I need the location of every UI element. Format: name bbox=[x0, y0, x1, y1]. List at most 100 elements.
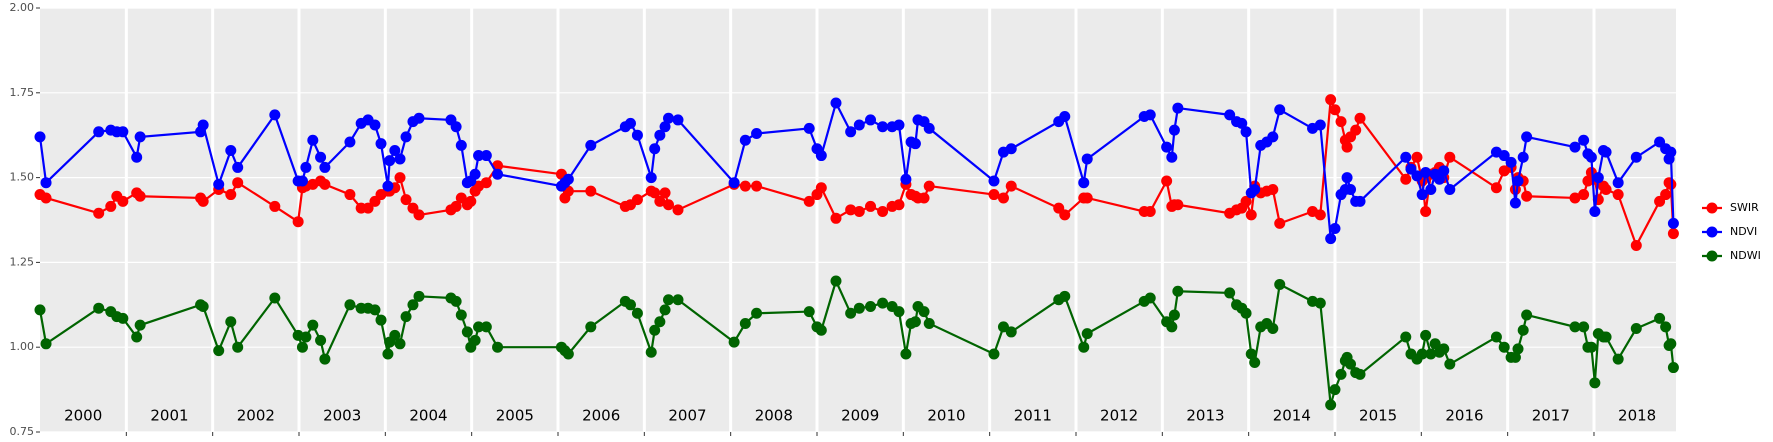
data-point bbox=[728, 336, 740, 348]
data-point bbox=[213, 345, 225, 357]
data-point bbox=[997, 321, 1009, 333]
data-point bbox=[1245, 209, 1257, 221]
y-tick-label: 1.50 bbox=[10, 171, 35, 184]
data-point bbox=[1274, 217, 1286, 229]
data-point bbox=[909, 316, 921, 328]
data-point bbox=[1667, 228, 1679, 240]
data-point bbox=[480, 321, 492, 333]
year-label: 2000 bbox=[64, 407, 102, 425]
data-point bbox=[672, 204, 684, 216]
data-point bbox=[631, 194, 643, 206]
data-point bbox=[631, 129, 643, 141]
data-point bbox=[225, 316, 237, 328]
data-point bbox=[853, 302, 865, 314]
data-point bbox=[1400, 331, 1412, 343]
data-point bbox=[492, 341, 504, 353]
data-point bbox=[450, 121, 462, 133]
data-point bbox=[1329, 222, 1341, 234]
legend-label: NDVI bbox=[1730, 225, 1757, 238]
data-point bbox=[1240, 126, 1252, 138]
data-point bbox=[394, 172, 406, 184]
data-point bbox=[319, 161, 331, 173]
data-point bbox=[1166, 321, 1178, 333]
data-point bbox=[34, 131, 46, 143]
data-point bbox=[469, 168, 481, 180]
data-point bbox=[751, 307, 763, 319]
data-point bbox=[988, 175, 1000, 187]
data-point bbox=[830, 275, 842, 287]
data-point bbox=[1512, 175, 1524, 187]
year-label: 2015 bbox=[1359, 407, 1397, 425]
data-point bbox=[663, 199, 675, 211]
data-point bbox=[307, 134, 319, 146]
data-point bbox=[1425, 183, 1437, 195]
data-point bbox=[1325, 399, 1337, 411]
data-point bbox=[296, 175, 308, 187]
data-point bbox=[751, 128, 763, 140]
year-label: 2010 bbox=[927, 407, 965, 425]
data-point bbox=[1400, 151, 1412, 163]
data-point bbox=[865, 300, 877, 312]
data-point bbox=[1592, 172, 1604, 184]
data-point bbox=[1420, 206, 1432, 218]
data-point bbox=[197, 195, 209, 207]
data-point bbox=[1498, 341, 1510, 353]
data-point bbox=[1569, 192, 1581, 204]
data-point bbox=[117, 195, 129, 207]
data-point bbox=[384, 155, 396, 167]
data-point bbox=[739, 317, 751, 329]
data-point bbox=[918, 306, 930, 318]
data-point bbox=[292, 216, 304, 228]
data-point bbox=[1224, 287, 1236, 299]
year-label: 2008 bbox=[755, 407, 793, 425]
data-point bbox=[1509, 197, 1521, 209]
data-point bbox=[232, 341, 244, 353]
data-point bbox=[649, 143, 661, 155]
data-point bbox=[877, 121, 889, 133]
data-point bbox=[1498, 150, 1510, 162]
data-point bbox=[480, 177, 492, 189]
data-point bbox=[1521, 131, 1533, 143]
data-point bbox=[1161, 175, 1173, 187]
data-point bbox=[1612, 177, 1624, 189]
data-point bbox=[319, 178, 331, 190]
data-point bbox=[1433, 173, 1445, 185]
data-point bbox=[645, 346, 657, 358]
data-point bbox=[1172, 199, 1184, 211]
data-point bbox=[830, 97, 842, 109]
year-label: 2003 bbox=[323, 407, 361, 425]
data-point bbox=[1172, 102, 1184, 114]
data-point bbox=[900, 348, 912, 360]
data-point bbox=[394, 338, 406, 350]
data-point bbox=[455, 139, 467, 151]
data-point bbox=[382, 180, 394, 192]
data-point bbox=[307, 319, 319, 331]
data-point bbox=[1600, 331, 1612, 343]
data-point bbox=[1274, 104, 1286, 116]
data-point bbox=[1345, 183, 1357, 195]
data-point bbox=[1521, 190, 1533, 202]
data-point bbox=[407, 299, 419, 311]
year-label: 2018 bbox=[1618, 407, 1656, 425]
data-point bbox=[473, 150, 485, 162]
data-point bbox=[1345, 358, 1357, 370]
year-label: 2012 bbox=[1100, 407, 1138, 425]
data-point bbox=[93, 302, 105, 314]
data-point bbox=[269, 200, 281, 212]
data-point bbox=[1589, 206, 1601, 218]
data-point bbox=[923, 180, 935, 192]
data-point bbox=[1444, 151, 1456, 163]
data-point bbox=[1444, 358, 1456, 370]
data-point bbox=[131, 151, 143, 163]
data-point bbox=[815, 150, 827, 162]
data-point bbox=[1612, 353, 1624, 365]
data-point bbox=[1665, 338, 1677, 350]
data-point bbox=[319, 353, 331, 365]
data-point bbox=[197, 119, 209, 131]
data-point bbox=[739, 134, 751, 146]
year-label: 2005 bbox=[496, 407, 534, 425]
data-point bbox=[232, 161, 244, 173]
data-point bbox=[300, 161, 312, 173]
data-point bbox=[1168, 309, 1180, 321]
data-point bbox=[492, 168, 504, 180]
